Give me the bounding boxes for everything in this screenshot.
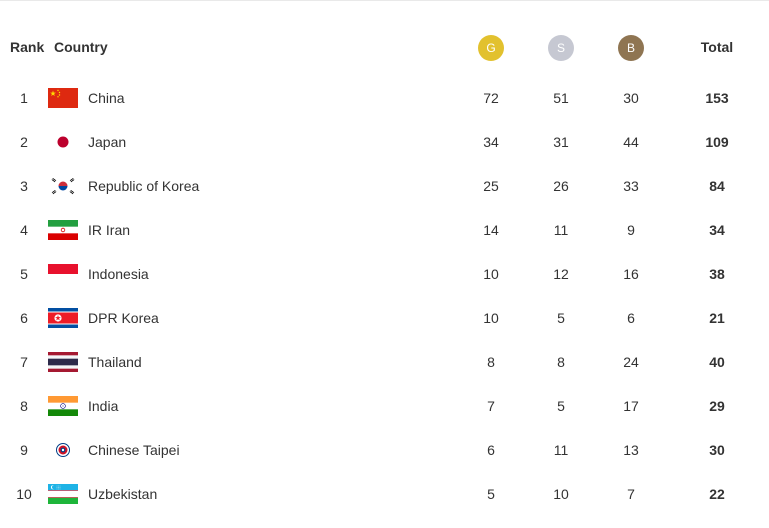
country-name[interactable]: IR Iran bbox=[88, 222, 131, 238]
bronze-count: 13 bbox=[623, 442, 639, 458]
silver-count: 11 bbox=[553, 222, 569, 238]
total-count: 84 bbox=[709, 178, 725, 194]
gold-count: 72 bbox=[483, 90, 499, 106]
table-row[interactable]: 6 DPR Korea 10 5 6 21 bbox=[0, 297, 769, 341]
rank-cell: 9 bbox=[20, 442, 28, 458]
gold-medal-icon[interactable]: G bbox=[478, 35, 504, 61]
japan-flag-icon bbox=[48, 132, 78, 152]
bronze-count: 6 bbox=[627, 310, 635, 326]
bronze-medal-icon[interactable]: B bbox=[618, 35, 644, 61]
table-header: Rank Country G S B Total bbox=[0, 26, 769, 68]
total-header[interactable]: Total bbox=[700, 39, 734, 55]
silver-count: 11 bbox=[553, 442, 569, 458]
gold-count: 25 bbox=[483, 178, 499, 194]
rank-cell: 3 bbox=[20, 178, 28, 194]
chinese-taipei-flag-icon bbox=[48, 440, 78, 460]
table-row[interactable]: 9 Chinese Taipei 6 11 13 30 bbox=[0, 429, 769, 473]
bronze-count: 7 bbox=[627, 486, 635, 502]
bronze-count: 17 bbox=[623, 398, 639, 414]
total-count: 21 bbox=[709, 310, 725, 326]
total-count: 38 bbox=[709, 266, 725, 282]
india-flag-icon bbox=[48, 396, 78, 416]
total-count: 34 bbox=[709, 222, 725, 238]
gold-count: 10 bbox=[483, 310, 499, 326]
china-flag-icon bbox=[48, 88, 78, 108]
rank-cell: 5 bbox=[20, 266, 28, 282]
silver-count: 5 bbox=[557, 398, 565, 414]
silver-count: 5 bbox=[557, 310, 565, 326]
rank-cell: 4 bbox=[20, 222, 28, 238]
bronze-count: 30 bbox=[623, 90, 639, 106]
silver-count: 12 bbox=[553, 266, 569, 282]
country-name[interactable]: Japan bbox=[88, 134, 127, 150]
total-count: 40 bbox=[709, 354, 725, 370]
table-row[interactable]: 7 Thailand 8 8 24 40 bbox=[0, 341, 769, 385]
total-count: 153 bbox=[705, 90, 729, 106]
table-row[interactable]: 10 Uzbekistan 5 10 7 22 bbox=[0, 473, 769, 517]
gold-count: 8 bbox=[487, 354, 495, 370]
table-row[interactable]: 8 India 7 5 17 29 bbox=[0, 385, 769, 429]
gold-count: 5 bbox=[487, 486, 495, 502]
country-name[interactable]: Thailand bbox=[88, 354, 142, 370]
rank-cell: 2 bbox=[20, 134, 28, 150]
thailand-flag-icon bbox=[48, 352, 78, 372]
rank-cell: 7 bbox=[20, 354, 28, 370]
gold-count: 34 bbox=[483, 134, 499, 150]
table-row[interactable]: 3 Republic of Korea 25 26 33 84 bbox=[0, 165, 769, 209]
rank-cell: 6 bbox=[20, 310, 28, 326]
bronze-count: 24 bbox=[623, 354, 639, 370]
rank-cell: 1 bbox=[20, 90, 28, 106]
silver-count: 8 bbox=[557, 354, 565, 370]
bronze-count: 33 bbox=[623, 178, 639, 194]
country-name[interactable]: DPR Korea bbox=[88, 310, 159, 326]
bronze-count: 44 bbox=[623, 134, 639, 150]
gold-count: 7 bbox=[487, 398, 495, 414]
silver-count: 10 bbox=[553, 486, 569, 502]
total-count: 109 bbox=[705, 134, 729, 150]
table-row[interactable]: 5 Indonesia 10 12 16 38 bbox=[0, 253, 769, 297]
country-name[interactable]: India bbox=[88, 398, 119, 414]
bronze-count: 16 bbox=[623, 266, 639, 282]
top-divider bbox=[0, 0, 769, 1]
total-count: 22 bbox=[709, 486, 725, 502]
country-name[interactable]: Chinese Taipei bbox=[88, 442, 180, 458]
table-row[interactable]: 4 IR Iran 14 11 9 34 bbox=[0, 209, 769, 253]
korea-flag-icon bbox=[48, 176, 78, 196]
gold-count: 14 bbox=[483, 222, 499, 238]
country-name[interactable]: Republic of Korea bbox=[88, 178, 200, 194]
silver-medal-icon[interactable]: S bbox=[548, 35, 574, 61]
total-count: 30 bbox=[709, 442, 725, 458]
bronze-count: 9 bbox=[627, 222, 635, 238]
country-header[interactable]: Country bbox=[54, 39, 108, 55]
silver-count: 26 bbox=[553, 178, 569, 194]
country-name[interactable]: Uzbekistan bbox=[88, 486, 158, 502]
iran-flag-icon bbox=[48, 220, 78, 240]
country-name[interactable]: China bbox=[88, 90, 125, 106]
silver-count: 51 bbox=[553, 90, 569, 106]
gold-count: 10 bbox=[483, 266, 499, 282]
rank-cell: 10 bbox=[16, 486, 32, 502]
dpr-korea-flag-icon bbox=[48, 308, 78, 328]
total-count: 29 bbox=[709, 398, 725, 414]
rank-header[interactable]: Rank bbox=[10, 39, 45, 55]
country-name[interactable]: Indonesia bbox=[88, 266, 149, 282]
table-row[interactable]: 2 Japan 34 31 44 109 bbox=[0, 121, 769, 165]
rank-cell: 8 bbox=[20, 398, 28, 414]
gold-count: 6 bbox=[487, 442, 495, 458]
silver-count: 31 bbox=[553, 134, 569, 150]
uzbekistan-flag-icon bbox=[48, 484, 78, 504]
table-row[interactable]: 1 China 72 51 30 153 bbox=[0, 77, 769, 121]
indonesia-flag-icon bbox=[48, 264, 78, 284]
